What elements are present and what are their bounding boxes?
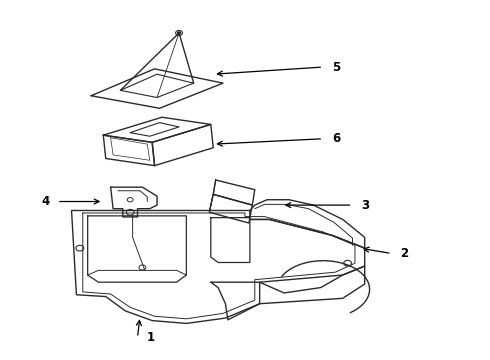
Circle shape <box>177 32 180 34</box>
Text: 5: 5 <box>332 60 340 73</box>
Text: 1: 1 <box>147 331 154 344</box>
Text: 3: 3 <box>361 199 369 212</box>
Text: 2: 2 <box>400 247 409 260</box>
Text: 4: 4 <box>41 195 49 208</box>
Text: 6: 6 <box>332 132 340 145</box>
